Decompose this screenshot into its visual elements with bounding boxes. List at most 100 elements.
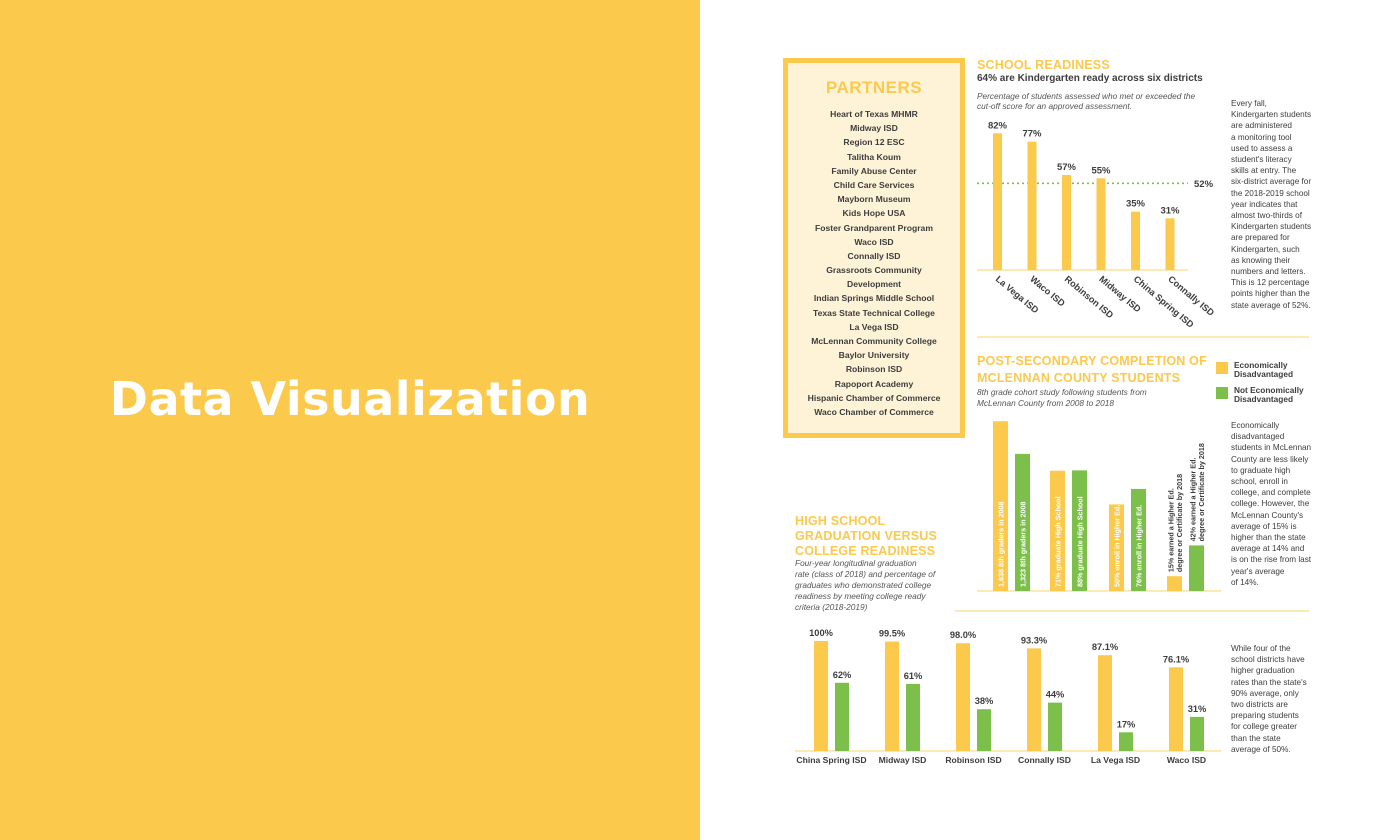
text-line: are prepared for	[1231, 233, 1290, 243]
text-line: is on the rise from last	[1231, 555, 1312, 565]
school-readiness-value-label: 82%	[988, 120, 1008, 131]
school-readiness-paragraph: Every fall, Kindergarten students are admi…	[1231, 98, 1321, 311]
school-readiness-value-label: 77%	[1022, 129, 1042, 140]
partner-item: Child Care Services	[833, 179, 915, 190]
partner-item: Waco Chamber of Commerce	[814, 406, 934, 417]
high-school-bar	[1048, 702, 1062, 751]
text-line: student's literacy	[1231, 155, 1292, 165]
text-line: Kindergarten students	[1231, 222, 1312, 232]
high-school-bar	[835, 682, 849, 751]
text-line: average at 14% and	[1231, 544, 1305, 554]
school-readiness-note-2: cut-off score for an approved assessment…	[977, 101, 1132, 111]
legend-label-econ: Economically Disadvantaged	[1234, 360, 1294, 379]
partner-item: Region 12 ESC	[843, 137, 905, 148]
post-secondary-bar	[1189, 545, 1204, 591]
post-secondary-bar	[1131, 488, 1146, 591]
high-school-bar	[906, 683, 920, 751]
post-secondary-paragraph: Economically disadvantaged students in McL…	[1231, 420, 1321, 588]
school-readiness-bar	[1062, 175, 1071, 270]
high-school-value-label: 61%	[904, 671, 923, 681]
high-school-bar	[1027, 648, 1041, 751]
partner-item: Talitha Koum	[847, 151, 901, 162]
partners-list: Heart of Texas MHMR Midway ISD Region 12 E…	[788, 107, 960, 419]
high-school-title-1: HIGH SCHOOL	[795, 514, 886, 528]
school-readiness-value-label: 57%	[1057, 162, 1077, 173]
post-secondary-bar	[1072, 470, 1087, 591]
post-secondary-title-1: POST-SECONDARY COMPLETION OF	[977, 354, 1207, 368]
post-secondary-note-2: McLennan County from 2008 to 2018	[977, 398, 1114, 408]
post-secondary-bar-label: 1,638 8th graders in 2008	[997, 501, 1006, 587]
partner-item: Robinson ISD	[845, 364, 903, 375]
text-line: 90% average, only	[1231, 688, 1299, 698]
high-school-value-label: 17%	[1117, 719, 1136, 729]
school-readiness-value-label: 35%	[1126, 199, 1146, 210]
partner-item: Waco ISD	[854, 236, 894, 247]
partner-item: Grassroots Community	[826, 265, 922, 276]
text-line: average of 50%.	[1231, 744, 1291, 754]
school-readiness-reference-label: 52%	[1194, 179, 1214, 190]
high-school-value-label: 87.1%	[1092, 642, 1119, 652]
text-line: readiness by meeting college ready	[795, 591, 926, 601]
text-line: This is 12 percentage	[1231, 278, 1310, 288]
text-line: preparing students	[1231, 711, 1299, 721]
high-school-value-label: 93.3%	[1021, 635, 1048, 645]
high-school-title-3: COLLEGE READINESS	[795, 544, 936, 558]
partner-item: Development	[847, 279, 901, 290]
text-line: school, enroll in	[1231, 477, 1288, 487]
post-secondary-bar-label: 71% graduate High School	[1054, 496, 1063, 587]
text-line: used to assess a	[1231, 143, 1293, 153]
post-secondary-bar-label: 42% earned a Higher Ed.	[1189, 458, 1198, 542]
partner-item: Baylor University	[838, 350, 910, 361]
high-school-note: Four-year longitudinal graduation rate (c…	[795, 558, 945, 613]
high-school-value-label: 76.1%	[1163, 654, 1190, 664]
high-school-bar	[814, 641, 828, 751]
partner-item: Texas State Technical College	[813, 307, 935, 318]
partner-item: Midway ISD	[850, 123, 898, 134]
text-line: numbers and letters.	[1231, 267, 1306, 277]
post-secondary-bar	[1167, 576, 1182, 591]
high-school-value-label: 38%	[975, 696, 994, 706]
post-secondary-bar-label: degree or Certificate by 2018	[1197, 443, 1206, 541]
post-secondary-bar-label: 1,323 8th graders in 2008	[1019, 501, 1028, 587]
high-school-value-label: 62%	[833, 670, 852, 680]
page-title: Data Visualization	[109, 372, 591, 426]
text-line: County are less likely	[1231, 454, 1309, 464]
text-line: graduates who demonstrated college	[795, 580, 932, 590]
high-school-bar	[1098, 655, 1112, 751]
text-line: rates than the state's	[1231, 677, 1307, 687]
partner-item: Foster Grandparent Program	[815, 222, 933, 233]
text-line: are administered	[1231, 121, 1292, 131]
partner-item: Kids Hope USA	[842, 208, 906, 219]
legend-swatch-green	[1216, 387, 1228, 399]
high-school-bar	[956, 643, 970, 751]
partner-item: Family Abuse Center	[831, 165, 917, 176]
post-secondary-bar	[993, 421, 1008, 591]
high-school-category-label: Waco ISD	[1167, 755, 1206, 765]
text-line: higher than the state	[1231, 533, 1306, 543]
partner-item: La Vega ISD	[849, 321, 899, 332]
high-school-bar	[977, 709, 991, 751]
partner-item: McLennan Community College	[811, 336, 937, 346]
divider-2	[955, 610, 1309, 612]
text-line: college, and complete	[1231, 488, 1311, 498]
high-school-value-label: 31%	[1188, 704, 1207, 714]
legend-swatch-yellow	[1216, 362, 1228, 374]
school-readiness-value-label: 31%	[1160, 205, 1180, 216]
partner-item: Connally ISD	[847, 250, 901, 261]
high-school-value-label: 98.0%	[950, 630, 977, 640]
text-line: year's average	[1231, 566, 1285, 576]
post-secondary-bar-label: 76% enroll in Higher Ed.	[1135, 505, 1144, 587]
post-secondary-bar-label: 88% graduate High School	[1076, 496, 1085, 587]
school-readiness-category-label: China Spring ISD	[1132, 274, 1196, 330]
school-readiness-bar	[993, 133, 1002, 270]
text-line: almost two-thirds of	[1231, 211, 1302, 221]
high-school-bar	[1169, 667, 1183, 751]
partner-item: Heart of Texas MHMR	[830, 109, 918, 119]
text-line: state average of 52%.	[1231, 300, 1311, 310]
text-line: to graduate high	[1231, 465, 1291, 475]
text-line: college. However, the	[1231, 499, 1310, 509]
text-line: points higher than the	[1231, 289, 1310, 299]
text-line: McLennan County's	[1231, 510, 1304, 520]
text-line: Kindergarten, such	[1231, 244, 1300, 254]
text-line: year indicates that	[1231, 199, 1298, 209]
